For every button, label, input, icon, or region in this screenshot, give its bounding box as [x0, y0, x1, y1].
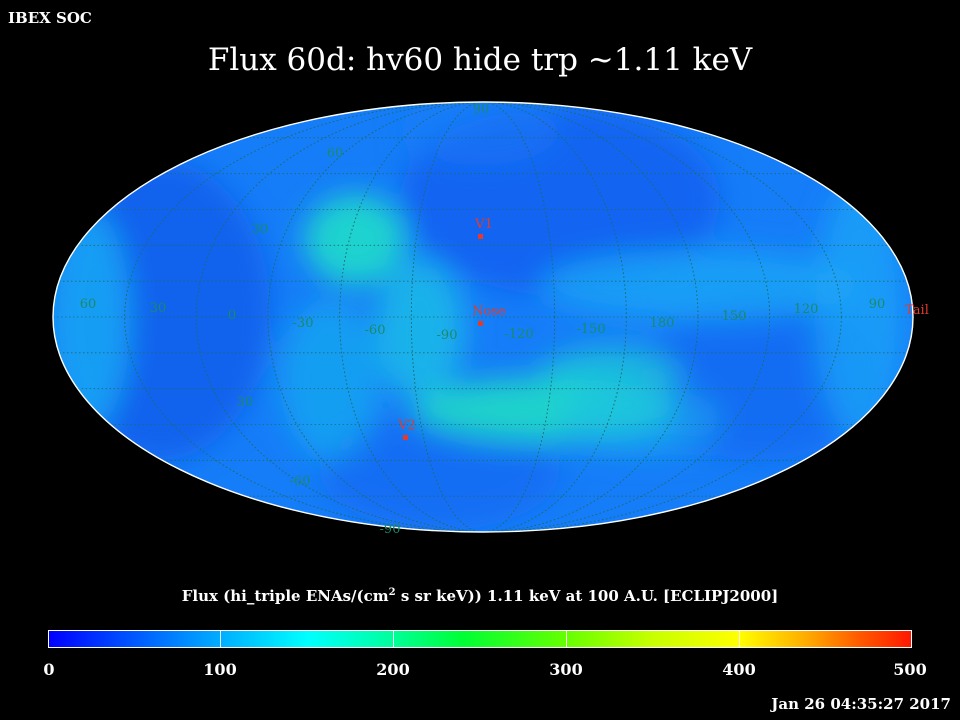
colorbar-label: 300	[549, 660, 583, 679]
graticule-meridian	[267, 102, 699, 532]
colorbar-label: 200	[376, 660, 410, 679]
colorbar	[48, 630, 912, 648]
caption-text: Flux (hi_triple ENAs/(cm	[181, 587, 389, 605]
marker-label-v2: V2	[397, 418, 416, 433]
lat-label: 90	[473, 102, 490, 117]
colorbar-tick	[739, 630, 740, 648]
lon-label: 90	[869, 297, 886, 312]
lon-label: 60	[80, 297, 97, 312]
colorbar-label: 100	[203, 660, 237, 679]
graticule-meridian	[195, 102, 771, 532]
lon-label: 150	[722, 309, 747, 324]
marker-label-v1: V1	[474, 217, 493, 232]
markers: V1 Nose V2 Tail	[397, 217, 929, 440]
graticule-meridian	[339, 102, 627, 532]
grid-labels: 90 60 30 60 30 0 -30 -60 -90 -120 -150 1…	[80, 102, 886, 537]
lon-label: 120	[794, 302, 819, 317]
colorbar-tick	[220, 630, 221, 648]
lon-label: 30	[150, 301, 167, 316]
colorbar-tick	[393, 630, 394, 648]
graticule-meridian	[124, 102, 842, 532]
lat-label: 30	[252, 222, 269, 237]
corner-label: IBEX SOC	[8, 9, 92, 27]
graticule-meridian	[410, 102, 556, 532]
map-boundary	[52, 101, 914, 533]
caption-text-rest: s sr keV)) 1.11 keV at 100 A.U. [ECLIPJ2…	[395, 587, 779, 605]
lon-label: -30	[293, 316, 314, 331]
lon-label: 0	[228, 308, 236, 323]
colorbar-label: 400	[722, 660, 756, 679]
marker-v2	[403, 435, 408, 440]
lon-label: 180	[650, 316, 675, 331]
caption-superscript: 2	[388, 587, 396, 598]
colorbar-label: 0	[43, 660, 55, 679]
marker-nose	[478, 321, 483, 326]
flux-field	[53, 102, 913, 532]
flux-blobs	[53, 102, 905, 530]
marker-label-nose: Nose	[472, 304, 506, 319]
sky-map: 90 60 30 60 30 0 -30 -60 -90 -120 -150 1…	[52, 101, 929, 537]
map-title: Flux 60d: hv60 hide trp ~1.11 keV	[207, 42, 753, 78]
lon-label: -90	[437, 328, 458, 343]
colorbar-label: 500	[893, 660, 927, 679]
timestamp: Jan 26 04:35:27 2017	[771, 695, 951, 713]
marker-v1	[478, 234, 483, 239]
lat-label: -60	[290, 474, 311, 489]
lon-label: -60	[365, 323, 386, 338]
lat-label: 60	[327, 146, 344, 161]
lon-label: -120	[504, 327, 533, 342]
lat-label: 30	[237, 395, 254, 410]
colorbar-tick	[566, 630, 567, 648]
graticule	[53, 102, 913, 532]
lon-label: -150	[576, 322, 605, 337]
lat-label: -90	[380, 522, 401, 537]
marker-label-tail: Tail	[905, 303, 929, 318]
colorbar-caption: Flux (hi_triple ENAs/(cm2 s sr keV)) 1.1…	[0, 587, 960, 605]
